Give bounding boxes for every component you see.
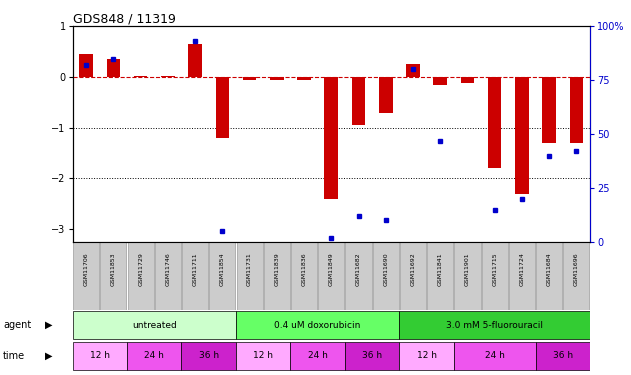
Text: GSM11696: GSM11696 [574,252,579,286]
Bar [406,64,420,77]
FancyBboxPatch shape [237,242,262,310]
Text: ▶: ▶ [45,320,53,330]
Bar [270,77,283,80]
Text: GSM11724: GSM11724 [519,252,524,286]
Bar [351,77,365,125]
FancyBboxPatch shape [345,242,372,310]
Text: GDS848 / 11319: GDS848 / 11319 [73,12,175,25]
Text: ▶: ▶ [45,351,53,361]
Text: GSM11746: GSM11746 [165,252,170,286]
Text: GSM11684: GSM11684 [546,252,551,286]
FancyBboxPatch shape [290,342,345,370]
Text: 12 h: 12 h [90,351,110,360]
Text: GSM11836: GSM11836 [302,252,307,286]
Text: GSM11731: GSM11731 [247,252,252,286]
Text: GSM11682: GSM11682 [356,252,361,286]
FancyBboxPatch shape [509,242,535,310]
Bar [379,77,392,112]
FancyBboxPatch shape [127,342,182,370]
FancyBboxPatch shape [400,242,426,310]
FancyBboxPatch shape [236,342,290,370]
Bar [297,77,311,80]
FancyBboxPatch shape [73,242,99,310]
Text: GSM11841: GSM11841 [438,252,443,286]
Bar [134,76,148,77]
FancyBboxPatch shape [454,242,481,310]
Text: 36 h: 36 h [199,351,219,360]
Bar [515,77,529,194]
Text: time: time [3,351,25,361]
Bar [216,77,229,138]
Text: GSM11715: GSM11715 [492,252,497,286]
FancyBboxPatch shape [399,342,454,370]
FancyBboxPatch shape [264,242,290,310]
Bar [161,76,175,77]
Text: 12 h: 12 h [416,351,437,360]
FancyBboxPatch shape [236,311,399,339]
FancyBboxPatch shape [209,242,235,310]
Text: GSM11849: GSM11849 [329,252,334,286]
FancyBboxPatch shape [454,342,536,370]
FancyBboxPatch shape [73,311,236,339]
Bar [188,44,202,77]
FancyBboxPatch shape [399,311,590,339]
Text: GSM11690: GSM11690 [383,252,388,286]
Text: 24 h: 24 h [485,351,505,360]
Text: GSM11901: GSM11901 [465,252,470,286]
Text: 24 h: 24 h [308,351,327,360]
Bar [324,77,338,199]
FancyBboxPatch shape [291,242,317,310]
Text: GSM11853: GSM11853 [111,252,116,286]
Text: GSM11729: GSM11729 [138,252,143,286]
FancyBboxPatch shape [155,242,181,310]
FancyBboxPatch shape [100,242,126,310]
Text: 36 h: 36 h [362,351,382,360]
FancyBboxPatch shape [345,342,399,370]
Bar [570,77,583,143]
Text: GSM11711: GSM11711 [192,252,198,286]
Bar [542,77,556,143]
Text: agent: agent [3,320,32,330]
FancyBboxPatch shape [536,342,590,370]
FancyBboxPatch shape [481,242,508,310]
Bar [243,77,256,80]
Bar [107,59,121,77]
Bar [80,54,93,77]
Text: GSM11692: GSM11692 [411,252,415,286]
Text: GSM11839: GSM11839 [274,252,280,286]
Text: 3.0 mM 5-fluorouracil: 3.0 mM 5-fluorouracil [446,321,543,330]
Bar [461,77,475,83]
Text: untreated: untreated [132,321,177,330]
Text: 0.4 uM doxorubicin: 0.4 uM doxorubicin [274,321,361,330]
Bar [488,77,502,168]
FancyBboxPatch shape [182,342,236,370]
FancyBboxPatch shape [373,242,399,310]
Text: 24 h: 24 h [144,351,164,360]
FancyBboxPatch shape [563,242,589,310]
Text: GSM11706: GSM11706 [84,252,89,286]
FancyBboxPatch shape [318,242,345,310]
FancyBboxPatch shape [427,242,453,310]
Text: GSM11854: GSM11854 [220,252,225,286]
Bar [433,77,447,85]
Text: 36 h: 36 h [553,351,573,360]
FancyBboxPatch shape [536,242,562,310]
Text: 12 h: 12 h [253,351,273,360]
FancyBboxPatch shape [73,342,127,370]
FancyBboxPatch shape [127,242,154,310]
FancyBboxPatch shape [182,242,208,310]
